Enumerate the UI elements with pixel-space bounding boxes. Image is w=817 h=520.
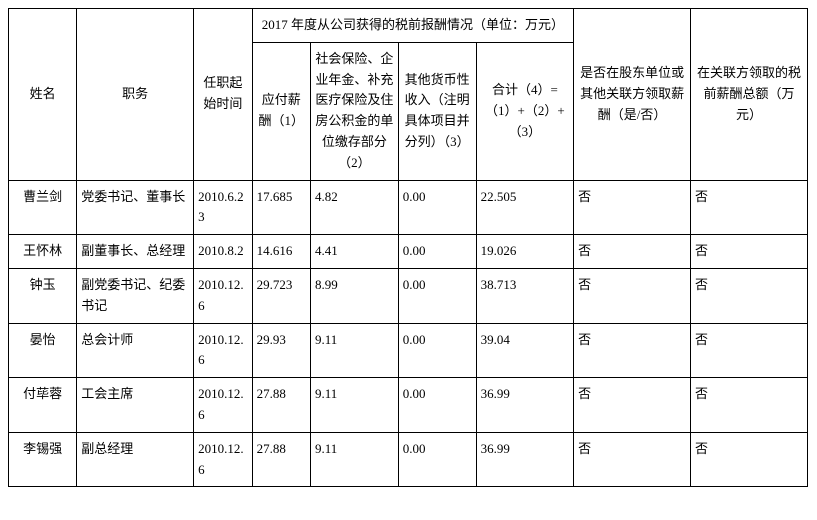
cell-social: 4.41 xyxy=(311,235,399,269)
cell-social: 9.11 xyxy=(311,432,399,487)
cell-salary: 17.685 xyxy=(252,180,310,235)
cell-position: 副董事长、总经理 xyxy=(77,235,194,269)
cell-shareholder: 否 xyxy=(574,432,691,487)
cell-social: 4.82 xyxy=(311,180,399,235)
cell-other: 0.00 xyxy=(398,235,476,269)
cell-shareholder: 否 xyxy=(574,180,691,235)
cell-position: 副总经理 xyxy=(77,432,194,487)
cell-start: 2010.6.23 xyxy=(194,180,252,235)
cell-start: 2010.12.6 xyxy=(194,432,252,487)
col-header-other: 其他货币性收入（注明具体项目并分列）（3） xyxy=(398,42,476,180)
table-row: 付荜蓉工会主席2010.12.627.889.110.0036.99否否 xyxy=(9,378,808,433)
cell-sum: 36.99 xyxy=(476,432,573,487)
cell-position: 工会主席 xyxy=(77,378,194,433)
cell-name: 晏怡 xyxy=(9,323,77,378)
cell-position: 党委书记、董事长 xyxy=(77,180,194,235)
cell-social: 9.11 xyxy=(311,378,399,433)
cell-salary: 27.88 xyxy=(252,432,310,487)
compensation-table: 姓名 职务 任职起始时间 2017 年度从公司获得的税前报酬情况（单位：万元） … xyxy=(8,8,808,487)
cell-name: 王怀林 xyxy=(9,235,77,269)
col-header-name: 姓名 xyxy=(9,9,77,181)
cell-sum: 36.99 xyxy=(476,378,573,433)
cell-related: 否 xyxy=(691,378,808,433)
col-header-position: 职务 xyxy=(77,9,194,181)
cell-name: 曹兰剑 xyxy=(9,180,77,235)
cell-other: 0.00 xyxy=(398,378,476,433)
cell-related: 否 xyxy=(691,323,808,378)
col-header-related: 在关联方领取的税前薪酬总额（万元） xyxy=(691,9,808,181)
cell-social: 8.99 xyxy=(311,268,399,323)
cell-shareholder: 否 xyxy=(574,378,691,433)
cell-sum: 22.505 xyxy=(476,180,573,235)
cell-sum: 39.04 xyxy=(476,323,573,378)
cell-name: 付荜蓉 xyxy=(9,378,77,433)
col-header-sum: 合计（4）=（1）+（2）+（3） xyxy=(476,42,573,180)
col-header-salary: 应付薪酬（1） xyxy=(252,42,310,180)
cell-position: 总会计师 xyxy=(77,323,194,378)
cell-sum: 19.026 xyxy=(476,235,573,269)
table-row: 钟玉副党委书记、纪委书记2010.12.629.7238.990.0038.71… xyxy=(9,268,808,323)
cell-sum: 38.713 xyxy=(476,268,573,323)
cell-other: 0.00 xyxy=(398,180,476,235)
cell-related: 否 xyxy=(691,235,808,269)
cell-other: 0.00 xyxy=(398,268,476,323)
col-header-shareholder: 是否在股东单位或其他关联方领取薪酬（是/否） xyxy=(574,9,691,181)
col-header-start: 任职起始时间 xyxy=(194,9,252,181)
cell-position: 副党委书记、纪委书记 xyxy=(77,268,194,323)
cell-salary: 29.93 xyxy=(252,323,310,378)
cell-related: 否 xyxy=(691,432,808,487)
cell-salary: 27.88 xyxy=(252,378,310,433)
col-header-comp-group: 2017 年度从公司获得的税前报酬情况（单位：万元） xyxy=(252,9,574,43)
cell-start: 2010.12.6 xyxy=(194,268,252,323)
cell-name: 李锡强 xyxy=(9,432,77,487)
cell-start: 2010.8.2 xyxy=(194,235,252,269)
cell-salary: 29.723 xyxy=(252,268,310,323)
table-row: 曹兰剑党委书记、董事长2010.6.2317.6854.820.0022.505… xyxy=(9,180,808,235)
cell-start: 2010.12.6 xyxy=(194,378,252,433)
cell-social: 9.11 xyxy=(311,323,399,378)
cell-related: 否 xyxy=(691,268,808,323)
cell-salary: 14.616 xyxy=(252,235,310,269)
table-row: 李锡强副总经理2010.12.627.889.110.0036.99否否 xyxy=(9,432,808,487)
cell-shareholder: 否 xyxy=(574,235,691,269)
table-row: 王怀林副董事长、总经理2010.8.214.6164.410.0019.026否… xyxy=(9,235,808,269)
cell-other: 0.00 xyxy=(398,323,476,378)
cell-related: 否 xyxy=(691,180,808,235)
col-header-social: 社会保险、企业年金、补充医疗保险及住房公积金的单位缴存部分（2） xyxy=(311,42,399,180)
table-row: 晏怡总会计师2010.12.629.939.110.0039.04否否 xyxy=(9,323,808,378)
cell-name: 钟玉 xyxy=(9,268,77,323)
cell-other: 0.00 xyxy=(398,432,476,487)
cell-shareholder: 否 xyxy=(574,323,691,378)
cell-shareholder: 否 xyxy=(574,268,691,323)
cell-start: 2010.12.6 xyxy=(194,323,252,378)
